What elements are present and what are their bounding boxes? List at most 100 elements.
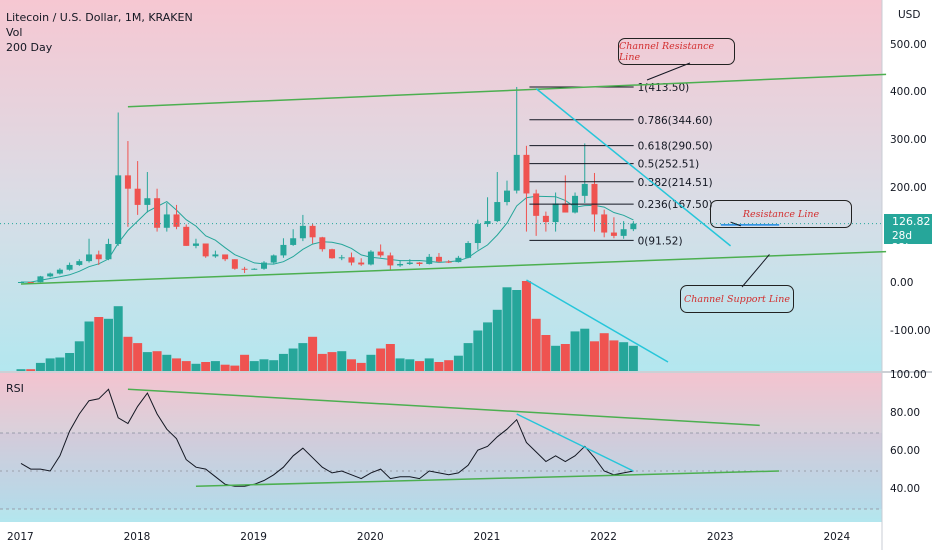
channel-resistance-line bbox=[127, 73, 887, 108]
price-tick-label: 300.00 bbox=[890, 134, 927, 147]
countdown-tag: 28d 22h bbox=[884, 229, 932, 254]
candle-body bbox=[37, 276, 44, 283]
volume-bar bbox=[35, 362, 45, 371]
volume-bar bbox=[356, 362, 366, 371]
rsi-line bbox=[20, 388, 634, 487]
candle-body bbox=[630, 223, 637, 230]
candle-body bbox=[494, 202, 501, 222]
candle-body bbox=[397, 263, 404, 266]
fib-level-label: 0(91.52) bbox=[638, 235, 683, 247]
candle-body bbox=[251, 268, 258, 270]
candle-body bbox=[144, 198, 151, 205]
volume-bar bbox=[531, 318, 541, 371]
candle-body bbox=[542, 215, 549, 223]
candle-body bbox=[134, 188, 141, 205]
rsi-tick-label: 60.00 bbox=[890, 445, 921, 457]
volume-bar bbox=[473, 330, 483, 371]
volume-bar bbox=[376, 348, 386, 371]
fib-level-label: 0.5(252.51) bbox=[638, 159, 700, 171]
volume-bar bbox=[385, 344, 395, 371]
candle-body bbox=[56, 269, 63, 274]
rsi-label[interactable]: RSI bbox=[6, 382, 24, 395]
volume-bar bbox=[434, 362, 444, 371]
candle-body bbox=[387, 255, 394, 266]
candle-body bbox=[406, 262, 413, 264]
rsi-resistance-line bbox=[127, 388, 760, 427]
fib-level-label: 0.786(344.60) bbox=[638, 115, 713, 127]
volume-bar bbox=[424, 358, 434, 371]
volume-downtrend-line bbox=[526, 279, 669, 363]
volume-bar bbox=[16, 369, 26, 371]
candle-body bbox=[426, 256, 433, 264]
candle-body bbox=[231, 259, 238, 269]
fib-level-label: 0.382(214.51) bbox=[638, 177, 713, 189]
candle-body bbox=[309, 225, 316, 238]
symbol-title[interactable]: Litecoin / U.S. Dollar, 1M, KRAKEN bbox=[6, 11, 193, 24]
volume-bar bbox=[220, 364, 230, 371]
volume-bar bbox=[240, 354, 250, 371]
resistance-callout[interactable]: Resistance Line bbox=[710, 200, 852, 228]
time-tick-label: 2019 bbox=[240, 531, 267, 543]
volume-bar bbox=[415, 361, 425, 371]
volume-bar bbox=[628, 345, 638, 371]
volume-bar bbox=[444, 360, 454, 371]
fib-level-label: 0.236(167.50) bbox=[638, 199, 713, 211]
volume-bar bbox=[317, 353, 327, 371]
volume-bar bbox=[502, 287, 512, 371]
channel-resistance-pointer bbox=[646, 62, 691, 81]
rsi-tick-label: 100.00 bbox=[890, 369, 927, 381]
candle-body bbox=[416, 262, 423, 264]
volume-bar bbox=[269, 360, 279, 371]
candle-body bbox=[348, 257, 355, 263]
volume-bar bbox=[123, 336, 133, 371]
time-tick-label: 2022 bbox=[590, 531, 617, 543]
volume-bar bbox=[152, 351, 162, 371]
candle-body bbox=[620, 229, 627, 236]
volume-bar bbox=[230, 365, 240, 371]
rsi-tick-label: 80.00 bbox=[890, 407, 921, 419]
candle-body bbox=[445, 261, 452, 263]
volume-bar bbox=[580, 328, 590, 371]
candle-body bbox=[358, 262, 365, 265]
volume-bar bbox=[201, 362, 211, 371]
channel-support-pointer bbox=[741, 254, 770, 288]
candle-body bbox=[465, 243, 472, 258]
candle-body bbox=[290, 238, 297, 245]
candle-body bbox=[610, 232, 617, 236]
volume-bar bbox=[94, 317, 104, 371]
volume-indicator-label[interactable]: Vol bbox=[6, 26, 23, 39]
candle-body bbox=[261, 262, 267, 269]
candle-body bbox=[66, 264, 73, 270]
volume-bar bbox=[609, 340, 619, 371]
candle-body bbox=[484, 221, 491, 224]
fib-level-label: 0.618(290.50) bbox=[638, 141, 713, 153]
volume-bar bbox=[191, 363, 201, 371]
channel-resistance-callout[interactable]: Channel Resistance Line bbox=[618, 38, 735, 65]
candle-body bbox=[154, 198, 161, 228]
candle-body bbox=[552, 203, 559, 223]
price-pane-background bbox=[0, 0, 882, 371]
rsi-band-fill bbox=[0, 433, 882, 509]
time-tick-label: 2017 bbox=[7, 531, 34, 543]
volume-bar bbox=[84, 321, 94, 371]
volume-bar bbox=[288, 348, 298, 371]
volume-bar bbox=[512, 290, 522, 371]
volume-bar bbox=[570, 331, 580, 371]
volume-bar bbox=[589, 341, 599, 371]
volume-bar bbox=[142, 352, 152, 371]
time-tick-label: 2018 bbox=[123, 531, 151, 543]
candle-body bbox=[435, 256, 442, 262]
candle-body bbox=[523, 154, 530, 194]
channel-support-callout[interactable]: Channel Support Line bbox=[680, 285, 794, 313]
moving-average-label[interactable]: 200 Day bbox=[6, 41, 53, 54]
volume-bar bbox=[395, 358, 405, 371]
candle-body bbox=[105, 243, 112, 260]
volume-bar bbox=[560, 344, 570, 371]
volume-bar bbox=[483, 322, 493, 371]
candle-body bbox=[329, 249, 336, 259]
candle-body bbox=[581, 183, 588, 196]
candle-body bbox=[319, 237, 326, 250]
candle-body bbox=[86, 254, 93, 262]
